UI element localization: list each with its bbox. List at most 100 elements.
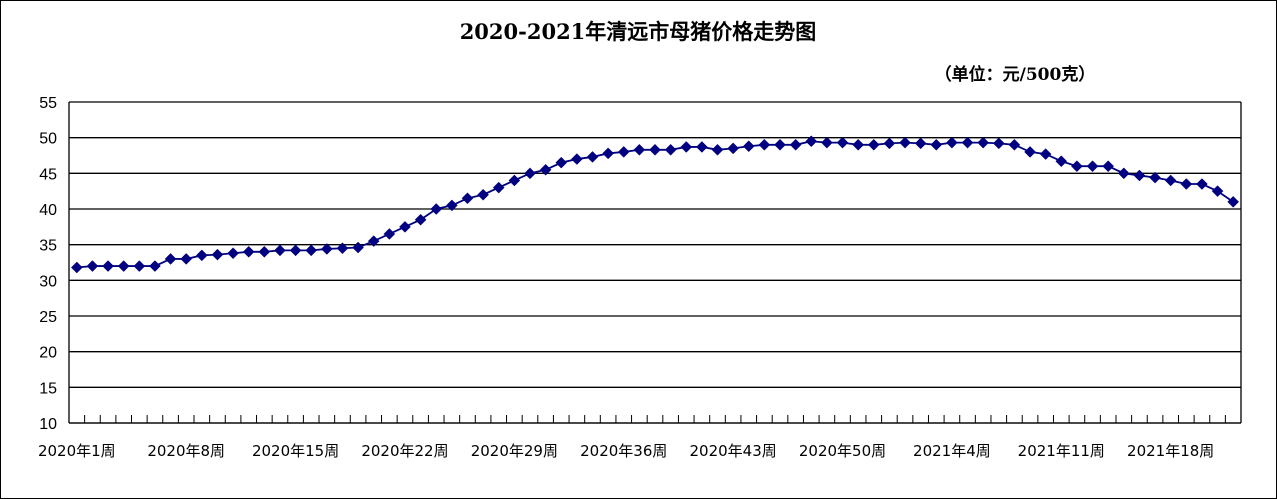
data-point xyxy=(1164,174,1177,187)
x-tick-label: 2020年50周 xyxy=(799,442,886,460)
data-point xyxy=(195,249,208,262)
data-point xyxy=(1180,178,1193,190)
data-point xyxy=(539,163,552,176)
x-tick-label: 2020年1周 xyxy=(38,442,116,460)
data-point xyxy=(555,156,568,169)
data-point xyxy=(430,203,443,215)
x-tick-labels: 2020年1周 2020年8周 2020年15周 2020年22周 2020年29周 20… xyxy=(38,442,1214,460)
data-point xyxy=(1086,160,1099,173)
y-tick-label: 15 xyxy=(39,380,57,397)
data-point xyxy=(727,142,739,155)
data-point xyxy=(789,138,802,151)
data-point xyxy=(586,151,599,163)
data-point xyxy=(508,174,521,187)
data-point xyxy=(821,136,833,149)
data-point xyxy=(961,136,974,149)
data-point xyxy=(649,143,661,156)
data-point xyxy=(711,143,724,156)
data-point xyxy=(758,138,771,151)
data-point xyxy=(320,243,333,255)
data-point xyxy=(946,136,958,149)
data-point xyxy=(524,167,536,180)
data-point xyxy=(930,138,943,151)
y-tick-label: 30 xyxy=(39,273,57,290)
data-point xyxy=(149,260,161,272)
y-tick-label: 55 xyxy=(39,95,57,112)
data-point xyxy=(805,135,818,148)
data-point xyxy=(1024,146,1036,158)
data-point xyxy=(367,235,380,247)
x-tick-label: 2021年11周 xyxy=(1018,442,1105,460)
data-point xyxy=(1055,155,1068,168)
x-tick-label: 2020年36周 xyxy=(580,442,667,460)
data-point xyxy=(992,137,1005,150)
y-tick-label: 25 xyxy=(39,309,57,326)
y-tick-label: 50 xyxy=(39,131,57,148)
data-point xyxy=(461,192,474,205)
data-point xyxy=(1117,167,1130,180)
y-tick-label: 20 xyxy=(39,345,57,362)
data-point xyxy=(414,213,427,226)
x-tick-label: 2020年43周 xyxy=(690,442,777,460)
data-point xyxy=(305,244,318,257)
data-point xyxy=(633,143,646,156)
data-point xyxy=(1149,171,1161,184)
chart-title: 2020-2021年清远市母猪价格走势图 xyxy=(460,19,817,44)
data-point xyxy=(399,220,411,233)
data-point xyxy=(899,136,911,149)
data-point xyxy=(1133,169,1146,182)
x-tick-label: 2021年18周 xyxy=(1127,442,1214,460)
data-point xyxy=(1211,185,1224,198)
data-point xyxy=(664,143,677,156)
data-point xyxy=(852,138,865,151)
x-tick-label: 2020年22周 xyxy=(361,442,448,460)
data-point xyxy=(274,244,286,257)
data-point xyxy=(492,181,505,194)
y-tick-label: 45 xyxy=(39,166,57,183)
data-point xyxy=(180,253,193,265)
x-tick-label: 2020年15周 xyxy=(252,442,339,460)
data-point xyxy=(1039,148,1052,160)
data-point xyxy=(867,138,880,151)
axes xyxy=(68,102,1242,424)
data-point xyxy=(102,260,114,272)
data-point xyxy=(1102,160,1115,173)
unit-note: （单位：元/500克） xyxy=(935,64,1096,85)
data-point xyxy=(289,244,302,257)
y-tick-label: 10 xyxy=(39,416,57,433)
data-point xyxy=(70,261,83,274)
data-point xyxy=(352,241,364,254)
data-point xyxy=(680,141,693,153)
data-point xyxy=(774,138,786,151)
y-tick-label: 40 xyxy=(39,202,57,219)
data-point xyxy=(617,146,630,158)
data-point xyxy=(133,260,146,272)
data-point xyxy=(445,199,458,212)
data-point xyxy=(336,242,349,255)
y-tick-labels: 55 50 45 40 35 30 25 20 15 10 xyxy=(39,95,57,433)
data-point xyxy=(602,147,614,160)
data-point xyxy=(117,260,130,272)
data-point xyxy=(742,140,755,153)
data-point xyxy=(1227,196,1240,208)
data-point xyxy=(242,245,255,258)
data-point xyxy=(164,253,177,265)
y-tick-label: 35 xyxy=(39,238,57,255)
series-group xyxy=(70,135,1240,274)
data-point xyxy=(883,137,896,150)
x-tick-label: 2020年29周 xyxy=(471,442,558,460)
data-point xyxy=(1071,160,1083,173)
data-point xyxy=(477,188,489,201)
data-point xyxy=(211,248,224,261)
data-point xyxy=(258,245,271,258)
data-point xyxy=(571,153,583,165)
x-tick-label: 2020年8周 xyxy=(147,442,225,460)
data-point xyxy=(696,141,708,153)
data-point xyxy=(836,136,849,149)
data-point xyxy=(227,247,239,260)
x-tick-label: 2021年4周 xyxy=(913,442,991,460)
data-point xyxy=(1008,138,1021,151)
data-point xyxy=(977,136,990,149)
